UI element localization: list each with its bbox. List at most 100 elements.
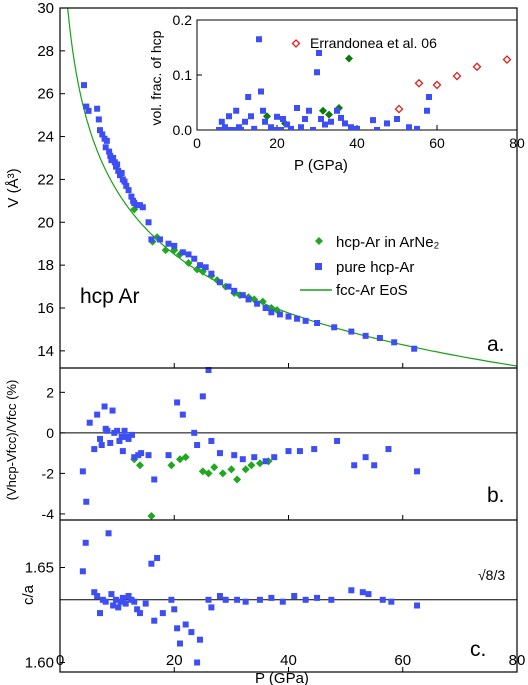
inset-xtick-label: 20 [269, 135, 285, 151]
panel-a-point-1 [268, 309, 275, 316]
panel-a-point-1 [331, 324, 338, 331]
panel-c-point-0 [176, 640, 183, 647]
panel-b-point-1 [174, 399, 181, 406]
panel-c-point-0 [117, 598, 124, 605]
panel-a-point-1 [411, 345, 418, 352]
panel-a-point-1 [191, 255, 198, 262]
panel-a-point-1 [208, 270, 215, 277]
inset-point-1 [325, 110, 333, 119]
panel-c-point-0 [105, 530, 112, 537]
inset-point-2 [322, 121, 328, 128]
panel-a-point-1 [294, 315, 301, 322]
inset-point-2 [218, 118, 225, 125]
panel-a-point-1 [239, 292, 246, 299]
panel-c-point-0 [196, 636, 203, 643]
panel-a-point-1 [95, 116, 102, 123]
panel-b-point-0 [233, 475, 242, 484]
panel-a-point-1 [245, 296, 252, 303]
panel-c: 1.60 1.65 c/a √8/3 c. P (GPa) [20, 530, 517, 685]
panel-c-point-0 [171, 606, 178, 613]
inset-xtick-label: 60 [429, 135, 445, 151]
bottom-xtick-label: 20 [166, 652, 183, 669]
inset-point-0 [452, 71, 462, 81]
panel-a-point-1 [128, 193, 135, 200]
panel-b-point-1 [208, 437, 215, 444]
panel-a-point-1 [145, 219, 152, 226]
panel-c-point-0 [148, 560, 155, 567]
inset-point-2 [370, 117, 376, 124]
inset-point-2 [278, 127, 284, 130]
panel-a-point-1 [376, 335, 383, 341]
panel-b-point-1 [104, 427, 111, 434]
inset-point-2 [316, 50, 322, 56]
panel-a-point-1 [179, 249, 186, 256]
inset-point-2 [374, 127, 380, 130]
panel-a-point-1 [348, 328, 355, 335]
panel-a-point-1 [165, 240, 172, 247]
panel-b-ytick-label: -4 [42, 506, 55, 522]
inset-point-2 [318, 116, 324, 122]
panel-c-ytick-label: 1.60 [25, 655, 54, 672]
panel-c-point-0 [302, 596, 309, 603]
panel-c-point-0 [174, 625, 181, 632]
panel-a-point-1 [103, 137, 110, 144]
panel-a-point-0 [184, 259, 193, 267]
bottom-xtick-label: 40 [280, 652, 297, 669]
panel-b-ylabel: (Vhcp-Vfcc)/Vfcc (%) [4, 380, 19, 501]
panel-c-point-0 [188, 629, 195, 636]
legend-errandonea: Errandonea et al. 06 [310, 35, 437, 51]
panel-b-point-1 [138, 450, 145, 457]
panel-b-point-1 [179, 411, 186, 418]
panel-b-ticks: -4 -2 0 2 [42, 384, 518, 522]
panel-a-point-1 [285, 313, 292, 320]
inset-point-2 [310, 127, 316, 130]
panel-b-point-1 [121, 427, 128, 434]
inset-point-2 [298, 124, 304, 130]
panel-a-point-1 [96, 127, 103, 134]
inset-point-2 [384, 120, 390, 127]
panel-a-point-1 [106, 148, 113, 155]
panel-a-grid: 14 16 18 20 22 24 26 28 30 [37, 0, 518, 368]
panel-a-point-1 [118, 170, 125, 176]
panel-a-annotation: hcp Ar [80, 285, 140, 308]
inset-point-1 [345, 54, 353, 63]
inset-point-0 [472, 62, 482, 72]
inset-point-2 [284, 121, 290, 128]
inset-point-0 [432, 80, 442, 90]
panel-a-point-1 [171, 242, 178, 249]
inset-point-2 [268, 124, 274, 130]
legend-green-diamond-icon [315, 237, 323, 245]
panel-a-ytick-label: 22 [37, 171, 54, 188]
inset-point-2 [348, 124, 354, 130]
panel-c-point-0 [91, 589, 98, 596]
inset-xlabel: P (GPa) [294, 157, 348, 174]
panel-b-point-1 [114, 427, 121, 434]
inset-point-2 [248, 113, 254, 120]
panel-c-point-0 [365, 591, 372, 598]
panel-a-ytick-label: 28 [37, 43, 54, 60]
panel-c-point-0 [379, 596, 386, 603]
inset-point-2 [334, 107, 340, 114]
panel-b-point-1 [231, 452, 238, 459]
panel-b-points [79, 367, 421, 520]
panel-a-point-1 [391, 339, 398, 346]
panel-c-xlabel: P (GPa) [255, 670, 309, 685]
panel-a-point-1 [125, 187, 132, 194]
panel-b-point-1 [414, 468, 421, 475]
inset-point-2 [306, 107, 312, 114]
inset-ytick-label: 0.1 [173, 67, 193, 83]
inset-point-2 [216, 127, 222, 130]
panel-a-point-1 [80, 82, 87, 89]
panel-b-ytick-label: -2 [42, 465, 55, 481]
panel-c-point-0 [205, 596, 212, 603]
panel-b-point-0 [135, 461, 144, 470]
panel-b-point-0 [241, 465, 250, 474]
inset-point-1 [319, 106, 327, 115]
panel-a-point-0 [161, 246, 170, 255]
panel-b-point-0 [147, 511, 156, 520]
panel-b-point-1 [262, 458, 269, 465]
panel-b-point-1 [91, 446, 98, 453]
panel-c-point-0 [168, 596, 175, 603]
inset-point-2 [274, 113, 280, 120]
